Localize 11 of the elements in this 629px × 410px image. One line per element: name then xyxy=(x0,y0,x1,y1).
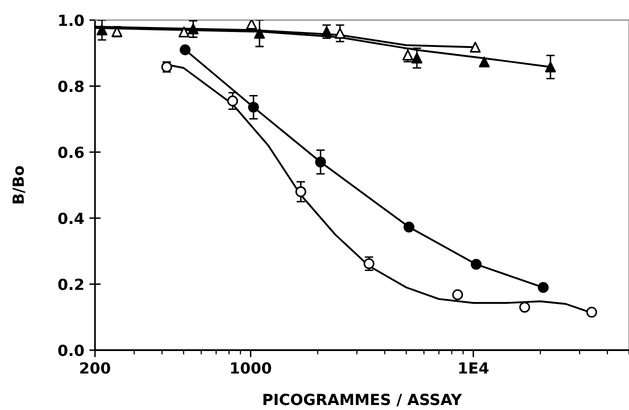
x-tick-label: 1E4 xyxy=(459,362,488,374)
y-tick-label: 0.0 xyxy=(58,344,84,356)
y-tick-label: 0.2 xyxy=(58,278,84,290)
y-tick-label: 1.0 xyxy=(59,14,84,26)
x-tick-label: 1000 xyxy=(231,362,272,374)
y-tick-label: 0.8 xyxy=(58,80,84,92)
y-axis-title: B/Bo xyxy=(12,166,26,204)
x-axis-title: PICOGRAMMES / ASSAY xyxy=(263,394,462,406)
x-tick-label: 200 xyxy=(80,362,110,374)
y-tick-label: 0.6 xyxy=(58,146,84,158)
y-tick-label: 0.4 xyxy=(58,212,84,224)
